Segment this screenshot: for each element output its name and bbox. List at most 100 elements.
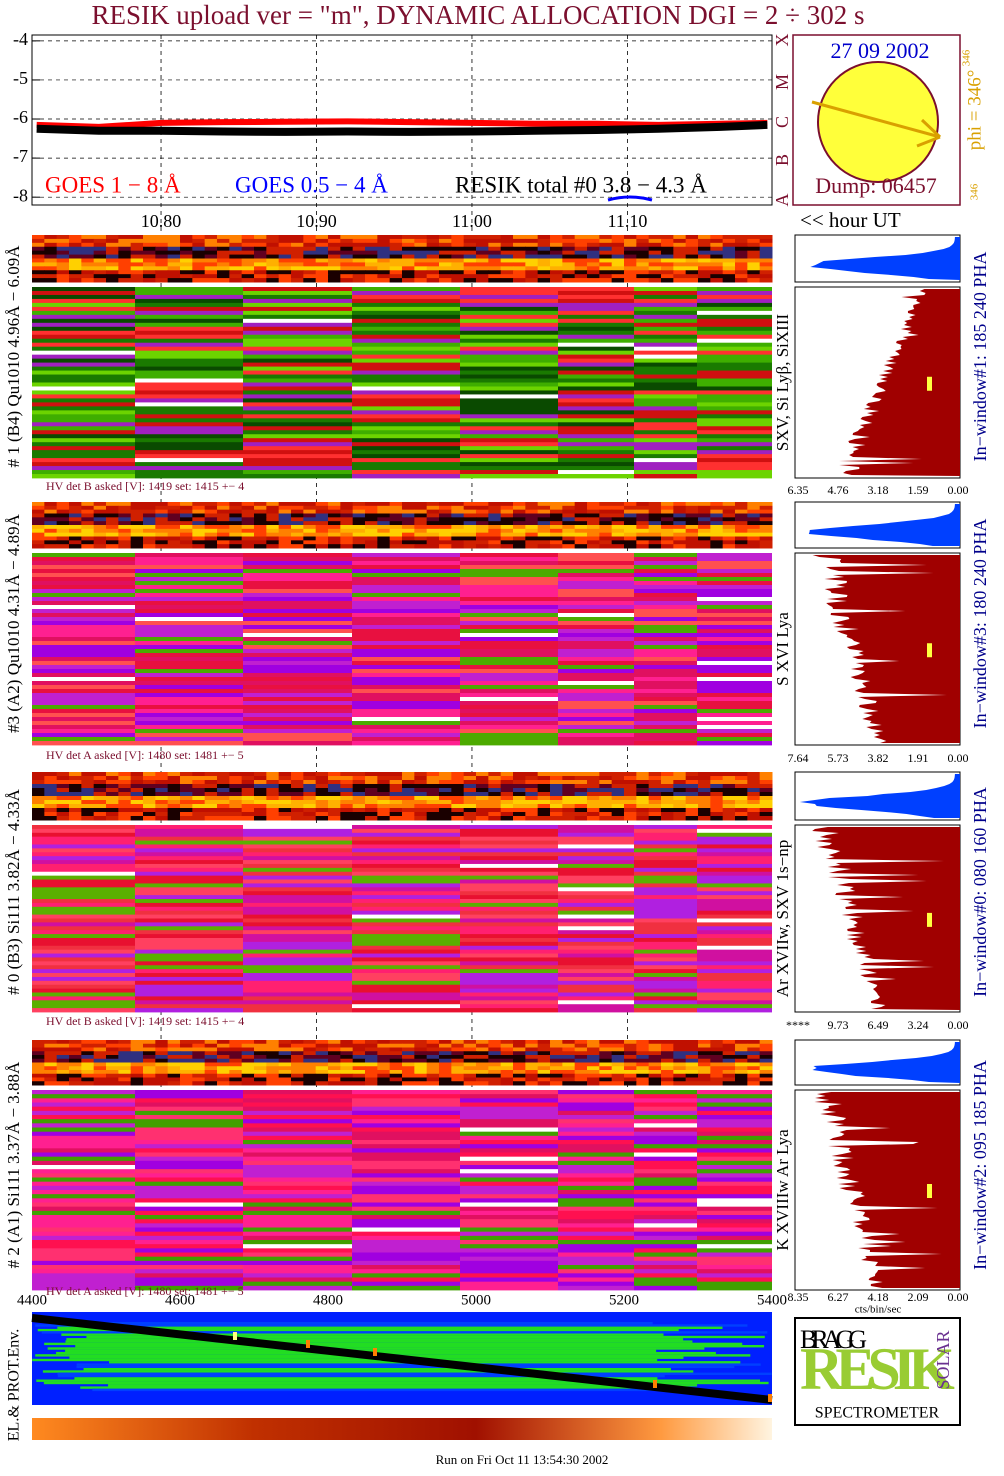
spectrum-stripe <box>243 645 352 650</box>
strip-cell <box>661 502 674 507</box>
strip-cell <box>476 1058 489 1063</box>
spectrum-stripe <box>243 709 352 714</box>
strip-cell <box>710 270 724 275</box>
strip-cell <box>291 812 304 817</box>
spectrum-stripe <box>558 414 634 419</box>
spectrum-stripe <box>352 446 460 451</box>
spectrum-stripe <box>634 1227 697 1233</box>
spectrum-stripe <box>460 569 558 574</box>
strip-cell <box>340 528 354 534</box>
strip-cell <box>167 1040 181 1045</box>
spectrum-stripe <box>558 895 634 900</box>
spectrum-stripe <box>634 561 697 566</box>
spectrum-stripe <box>135 621 243 626</box>
strip-cell <box>463 816 477 821</box>
strip-cell <box>513 262 526 267</box>
strip-cell <box>513 238 526 244</box>
strip-cell <box>118 1073 132 1078</box>
spectrum-stripe <box>32 677 135 682</box>
spectrum-stripe <box>460 1098 558 1103</box>
strip-cell <box>673 784 687 789</box>
strip-cell <box>574 1058 588 1063</box>
strip-cell <box>439 1055 452 1060</box>
spectrum-stripe <box>243 844 352 849</box>
strip-cell <box>328 1077 341 1082</box>
strip-cell <box>513 1081 526 1086</box>
spectrum-stripe <box>634 1140 697 1145</box>
spectrum-stripe <box>634 298 697 304</box>
spectrum-stripe <box>558 617 634 622</box>
strip-cell <box>722 502 736 507</box>
strip-cell <box>143 780 156 785</box>
spectrum-stripe <box>135 1231 243 1237</box>
strip-cell <box>377 1051 391 1056</box>
strip-cell <box>56 544 70 549</box>
strip-cell <box>537 1040 551 1045</box>
strip-cell <box>328 509 341 514</box>
strip-cell <box>192 792 206 797</box>
strip-cell <box>722 532 736 537</box>
spectrum-stripe <box>460 945 558 951</box>
spectrum-stripe <box>32 984 135 990</box>
strip-cell <box>648 536 662 541</box>
strip-cell <box>278 242 292 248</box>
strip-cell <box>130 278 144 283</box>
spectrum-stripe <box>352 914 460 919</box>
strip-cell <box>81 540 95 545</box>
strip-cell <box>266 540 280 545</box>
strip-cell <box>476 517 489 522</box>
strip-cell <box>735 266 748 271</box>
spectrum-stripe <box>697 681 772 686</box>
strip-cell <box>599 525 613 530</box>
spectrum-stripe <box>697 326 772 332</box>
strip-cell <box>611 1066 625 1071</box>
strip-cell <box>426 509 440 514</box>
strip-cell <box>525 772 539 777</box>
spectrum-stripe <box>243 1265 352 1270</box>
spectrum-stripe <box>243 825 352 830</box>
strip-cell <box>525 816 539 821</box>
strip-cell <box>722 521 736 526</box>
strip-cell <box>204 816 218 821</box>
spectrum-stripe <box>558 370 634 375</box>
spectrum-stripe <box>634 677 697 682</box>
strip-cell <box>241 525 255 530</box>
strip-cell <box>611 1047 625 1052</box>
strip-cell <box>167 772 181 777</box>
spectrum-stripe <box>135 1127 243 1133</box>
strip-cell <box>32 792 45 797</box>
strip-cell <box>229 242 243 248</box>
strip-cell <box>315 800 329 805</box>
strip-cell <box>463 1040 477 1045</box>
spectrum-stripe <box>32 446 135 451</box>
spectrum-stripe <box>558 402 634 407</box>
spectrum-stripe <box>558 310 634 316</box>
env-row <box>36 1379 761 1382</box>
strip-cell <box>389 274 403 279</box>
spectrum-stripe <box>634 899 697 904</box>
strip-cell <box>611 517 625 522</box>
spectrum-stripe <box>697 302 772 308</box>
spectrum-stripe <box>460 653 558 658</box>
strip-cell <box>710 258 724 263</box>
strip-cell <box>562 800 576 805</box>
strip-cell <box>365 776 378 781</box>
strip-cell <box>402 1055 415 1060</box>
strip-cell <box>303 505 317 511</box>
strip-cell <box>599 509 613 514</box>
spectrum-stripe <box>352 681 460 686</box>
spectrum-stripe <box>32 306 135 312</box>
strip-cell <box>278 1073 292 1078</box>
strip-cell <box>229 812 243 817</box>
strip-cell <box>241 540 255 545</box>
spectrum-stripe <box>558 358 634 364</box>
spectrum-stripe <box>243 705 352 710</box>
strip-cell <box>365 536 378 541</box>
env-row <box>37 1328 679 1332</box>
pha-tick-label: 4.18 <box>868 1290 889 1304</box>
strip-cell <box>44 266 58 271</box>
strip-cell <box>414 270 428 275</box>
strip-cell <box>328 804 341 809</box>
spectrum-stripe <box>243 741 352 746</box>
spectrum-stripe <box>697 1115 772 1120</box>
